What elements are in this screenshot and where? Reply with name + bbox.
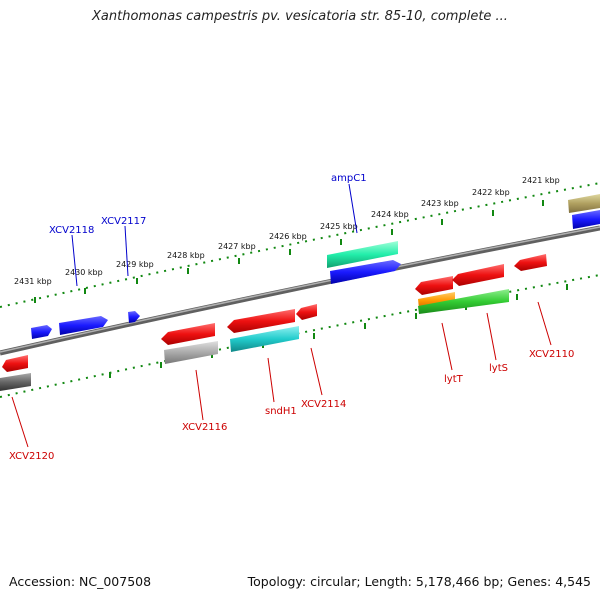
gene-label-xcv2110[interactable]: XCV2110 [529,349,574,360]
gene-label-xcv2114[interactable]: XCV2114 [301,399,346,410]
top-label-leaders [71,183,358,287]
gene-arrow[interactable] [572,210,600,229]
scale-label: 2431 kbp [14,277,52,286]
gene-ampC1[interactable] [330,260,401,284]
gene-label-sndH1[interactable]: sndH1 [265,406,297,417]
gene-xcv2116-cds[interactable] [164,341,218,364]
gene-sndH1[interactable] [227,309,295,333]
gene-arrow[interactable] [31,325,52,339]
gene-xcv2116[interactable] [161,323,215,345]
scale-label: 2424 kbp [371,210,409,219]
gene-xcv2120[interactable] [2,355,28,372]
gene-label-lytS[interactable]: lytS [489,363,508,374]
gene-label-xcv2118[interactable]: XCV2118 [49,225,94,236]
gene-lytS[interactable] [452,264,504,286]
gene-sndH1-cds[interactable] [230,326,299,352]
gene-xcv2120-cds[interactable] [0,373,31,391]
accession-text: Accession: NC_007508 [9,574,152,589]
lower-major-ticks [109,284,568,378]
gene-xcv2117[interactable] [128,311,140,323]
scale-label: 2427 kbp [218,242,256,251]
upper-major-ticks [34,200,544,303]
map-title: Xanthomonas campestris pv. vesicatoria s… [92,9,508,24]
gene-label-xcv2120[interactable]: XCV2120 [9,451,54,462]
gene-xcv2118[interactable] [59,316,108,335]
gene-lytS-cds[interactable] [418,289,509,314]
lower-scale-track [0,274,600,398]
gene-xcv2114[interactable] [296,304,317,320]
genome-backbone [0,225,600,356]
scale-label: 2430 kbp [65,268,103,277]
bottom-label-leaders [11,301,552,448]
scale-label: 2428 kbp [167,251,205,260]
gene-label-xcv2117[interactable]: XCV2117 [101,216,146,227]
scale-labels: 2431 kbp 2430 kbp 2429 kbp 2428 kbp 2427… [14,176,560,286]
gene-xcv2110[interactable] [514,254,547,271]
gene-label-lytT[interactable]: lytT [444,374,464,385]
gene-label-xcv2116[interactable]: XCV2116 [182,422,227,433]
gene-ampC1-cds[interactable] [327,241,398,268]
scale-label: 2423 kbp [421,199,459,208]
scale-label: 2422 kbp [472,188,510,197]
genome-summary-text: Topology: circular; Length: 5,178,466 bp… [247,574,591,589]
scale-label: 2429 kbp [116,260,154,269]
gene-cds-olive[interactable] [568,194,600,213]
scale-label: 2425 kbp [320,222,358,231]
top-strand-genes [31,194,600,339]
gene-label-ampC1[interactable]: ampC1 [331,173,367,184]
gene-lytT[interactable] [415,276,453,295]
genome-backbone-highlight [0,226,600,353]
scale-label: 2421 kbp [522,176,560,185]
scale-label: 2426 kbp [269,232,307,241]
bottom-strand-genes [0,254,547,391]
